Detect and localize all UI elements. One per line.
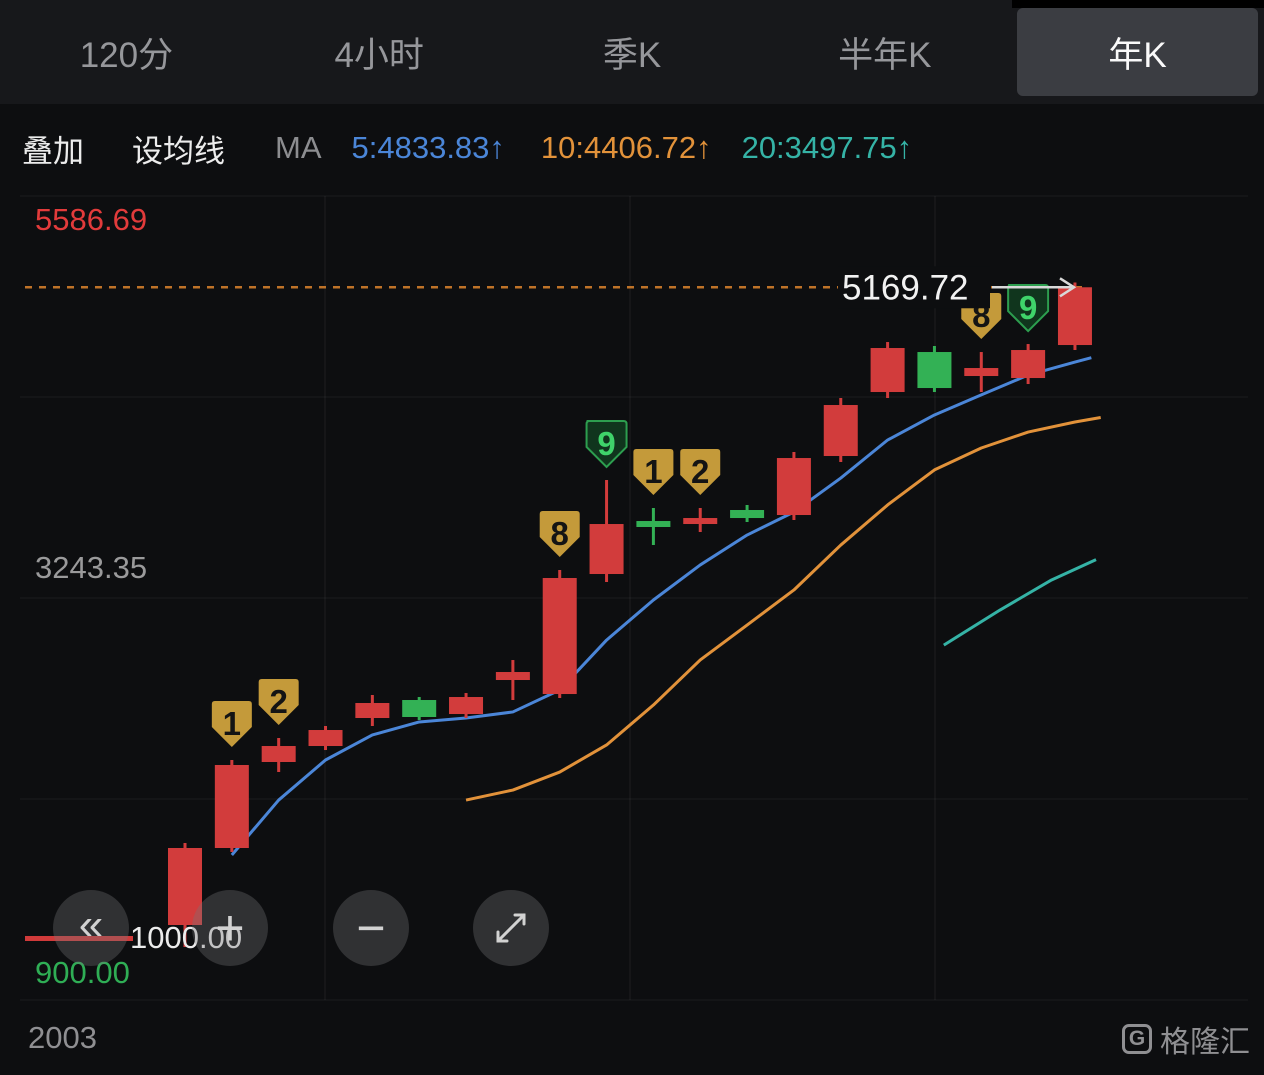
- candle-body: [495, 672, 530, 681]
- status-strip: [1012, 0, 1264, 8]
- ma5-value: 5:4833.83↑: [351, 130, 505, 165]
- period-tabbar: 120分 4小时 季K 半年K 年K: [0, 0, 1264, 104]
- price-label-backing: [838, 266, 990, 309]
- candle-body: [449, 697, 484, 715]
- tab-年K[interactable]: 年K: [1017, 8, 1258, 96]
- brand-name: 格隆汇: [1160, 1026, 1250, 1059]
- y-label-mid: 3243.35: [35, 550, 147, 585]
- base-price-tick: [25, 936, 133, 941]
- zoom-out-button[interactable]: −: [333, 890, 409, 966]
- candle-body: [261, 746, 296, 762]
- x-label-year: 2003: [28, 1020, 97, 1055]
- collapse-panel-button[interactable]: «: [53, 890, 129, 966]
- y-label-base: 1000.00: [130, 920, 242, 955]
- tab-半年K[interactable]: 半年K: [838, 35, 932, 75]
- candle-body: [542, 578, 577, 695]
- brand-logo-icon: G: [1122, 1024, 1152, 1054]
- tab-4小时[interactable]: 4小时: [334, 35, 424, 75]
- candle-body: [870, 348, 905, 393]
- double-chevron-left-icon: «: [78, 900, 104, 949]
- ma10-line: [465, 415, 1101, 802]
- candle-body: [683, 518, 718, 525]
- ma20-line: [943, 558, 1097, 647]
- price-arrow-head: [1059, 277, 1077, 298]
- candle-body: [776, 458, 811, 516]
- td-badge-number: 9: [1019, 289, 1037, 326]
- candle-body: [214, 765, 249, 849]
- candle-body: [308, 730, 343, 747]
- brand-watermark: G 格隆汇: [1122, 1017, 1250, 1061]
- td-badge-2: [680, 449, 721, 496]
- expand-icon: [496, 913, 526, 943]
- candle-body: [1057, 287, 1092, 346]
- indicator-toolbar: 叠加 设均线 MA 5:4833.83↑ 10:4406.72↑ 20:3497…: [0, 104, 1264, 192]
- td-badge-number: 1: [223, 705, 241, 742]
- ma-prefix-label: MA: [275, 130, 322, 165]
- fullscreen-button[interactable]: [473, 890, 549, 966]
- candle-body: [823, 405, 858, 457]
- td-badge-number: 2: [691, 453, 709, 490]
- td-badge-number: 2: [270, 683, 288, 720]
- candle-body: [917, 352, 952, 389]
- candle-body: [636, 521, 671, 528]
- candle-body: [730, 510, 765, 519]
- ma10-value: 10:4406.72↑: [540, 130, 712, 165]
- current-price-label: 5169.72: [842, 268, 969, 307]
- tab-120分[interactable]: 120分: [79, 35, 174, 75]
- tab-季K[interactable]: 季K: [602, 35, 662, 75]
- td-badge-1: [211, 701, 252, 748]
- zoom-in-button[interactable]: +: [192, 890, 268, 966]
- td-badge-number: 8: [551, 515, 569, 552]
- ma5-line: [230, 356, 1092, 856]
- y-label-min: 900.00: [35, 955, 130, 990]
- td-badge-9: [1007, 284, 1050, 333]
- candle-body: [589, 524, 624, 575]
- td-badge-2: [258, 679, 299, 726]
- minus-icon: −: [356, 900, 386, 956]
- td-badge-8: [539, 511, 580, 558]
- candle-body: [355, 703, 390, 719]
- td-badge-9: [585, 420, 628, 469]
- y-label-max: 5586.69: [35, 202, 147, 237]
- candle-body: [964, 368, 999, 377]
- candle-body: [168, 848, 202, 926]
- plus-icon: +: [215, 900, 245, 956]
- ma-settings-button[interactable]: 设均线: [132, 133, 225, 169]
- ma20-value: 20:3497.75↑: [741, 130, 913, 165]
- td-badge-number: 1: [644, 453, 662, 490]
- candle-body: [1011, 350, 1046, 379]
- candle-body: [402, 700, 437, 718]
- td-badge-number: 9: [597, 425, 615, 462]
- td-badge-1: [633, 449, 674, 496]
- overlay-button[interactable]: 叠加: [22, 133, 84, 169]
